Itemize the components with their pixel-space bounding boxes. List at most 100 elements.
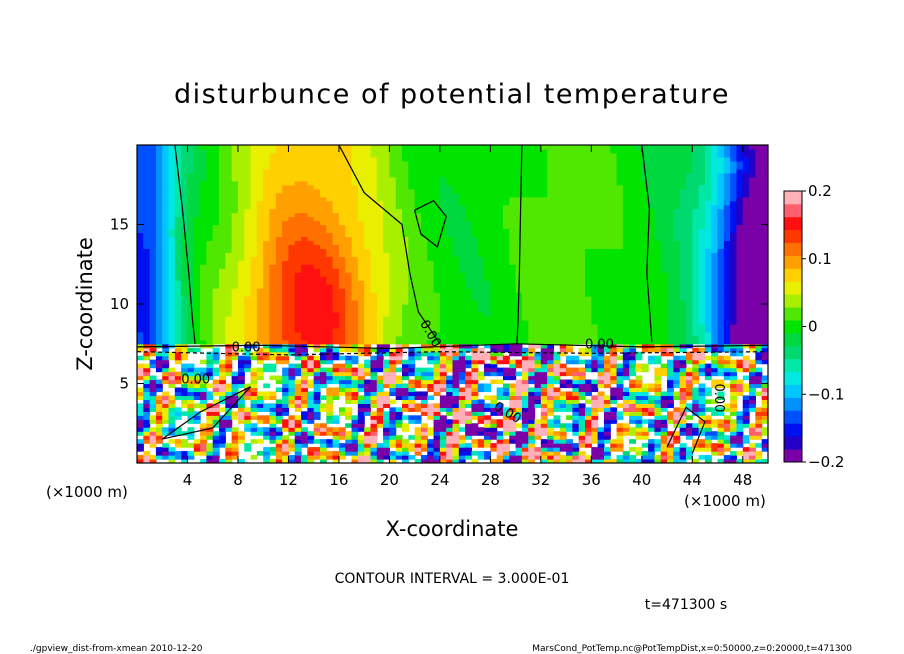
heatmap-cell (174, 280, 182, 285)
heatmap-cell (446, 435, 454, 440)
heatmap-cell (414, 252, 422, 257)
heatmap-cell (458, 395, 466, 401)
heatmap-cell (269, 180, 277, 186)
heatmap-cell (219, 184, 226, 190)
heatmap-cell (465, 232, 473, 238)
heatmap-cell (439, 236, 447, 241)
heatmap-cell (237, 240, 245, 245)
heatmap-cell (389, 359, 397, 365)
heatmap-cell (301, 145, 308, 150)
heatmap-cell (187, 403, 195, 408)
heatmap-cell (515, 315, 523, 321)
heatmap-cell (269, 232, 277, 238)
heatmap-cell (326, 379, 334, 385)
heatmap-cell (465, 216, 473, 222)
heatmap-cell (288, 319, 296, 325)
heatmap-cell (433, 311, 441, 317)
heatmap-cell (332, 236, 340, 241)
heatmap-cell (149, 443, 157, 448)
heatmap-cell (496, 367, 504, 373)
heatmap-cell (345, 200, 353, 206)
heatmap-cell (288, 204, 296, 210)
heatmap-cell (200, 264, 208, 269)
heatmap-cell (408, 296, 416, 301)
heatmap-cell (244, 423, 252, 428)
heatmap-cell (465, 307, 473, 313)
heatmap-cell (534, 204, 542, 210)
heatmap-cell (509, 351, 517, 357)
heatmap-cell (471, 272, 479, 277)
heatmap-cell (301, 196, 308, 202)
heatmap-cell (294, 423, 302, 428)
heatmap-cell (477, 399, 485, 404)
heatmap-cell (477, 196, 485, 202)
heatmap-cell (237, 168, 245, 174)
heatmap-cell (193, 383, 201, 389)
heatmap-cell (137, 196, 144, 202)
heatmap-cell (332, 379, 340, 385)
heatmap-cell (465, 164, 473, 170)
heatmap-cell (206, 252, 214, 257)
heatmap-cell (225, 371, 233, 377)
heatmap-cell (395, 200, 403, 206)
heatmap-cell (225, 168, 233, 174)
heatmap-cell (225, 391, 233, 397)
heatmap-cell (206, 355, 214, 361)
heatmap-cell (427, 375, 435, 381)
heatmap-cell (187, 156, 195, 162)
heatmap-cell (231, 148, 239, 154)
heatmap-cell (389, 248, 397, 253)
heatmap-cell (446, 307, 454, 313)
heatmap-cell (534, 363, 542, 369)
heatmap-cell (383, 300, 390, 305)
heatmap-cell (282, 423, 290, 428)
heatmap-cell (471, 327, 479, 333)
heatmap-cell (200, 148, 208, 154)
heatmap-cell (345, 335, 353, 341)
heatmap-cell (414, 347, 422, 353)
heatmap-cell (389, 200, 397, 206)
heatmap-cell (471, 232, 479, 238)
heatmap-cell (389, 311, 397, 317)
heatmap-cell (256, 180, 264, 186)
heatmap-cell (294, 327, 302, 333)
heatmap-cell (294, 296, 302, 301)
heatmap-cell (490, 204, 498, 210)
heatmap-cell (162, 347, 170, 353)
heatmap-cell (521, 260, 529, 265)
heatmap-cell (294, 196, 302, 202)
heatmap-cell (319, 355, 327, 361)
heatmap-cell (181, 212, 189, 218)
heatmap-cell (540, 248, 548, 253)
heatmap-cell (237, 264, 245, 269)
heatmap-cell (502, 447, 510, 452)
heatmap-cell (212, 200, 220, 206)
heatmap-cell (509, 260, 517, 265)
heatmap-cell (376, 339, 384, 345)
heatmap-cell (515, 351, 523, 357)
heatmap-cell (376, 272, 384, 277)
heatmap-cell (212, 160, 220, 166)
heatmap-cell (414, 395, 422, 401)
heatmap-cell (319, 232, 327, 238)
heatmap-cell (547, 427, 555, 432)
heatmap-cell (193, 220, 201, 226)
heatmap-cell (534, 331, 542, 337)
heatmap-cell (149, 248, 157, 253)
heatmap-cell (484, 240, 491, 245)
heatmap-cell (446, 256, 454, 261)
heatmap-cell (231, 292, 239, 297)
heatmap-cell (433, 383, 441, 389)
heatmap-cell (219, 387, 226, 393)
heatmap-cell (477, 248, 485, 253)
heatmap-cell (338, 244, 346, 249)
heatmap-cell (174, 216, 182, 222)
heatmap-cell (420, 292, 428, 297)
heatmap-cell (502, 343, 510, 349)
heatmap-cell (282, 399, 290, 404)
heatmap-cell (458, 387, 466, 393)
heatmap-cell (263, 327, 271, 333)
heatmap-cell (237, 331, 245, 337)
heatmap-cell (402, 184, 409, 190)
heatmap-cell (288, 196, 296, 202)
